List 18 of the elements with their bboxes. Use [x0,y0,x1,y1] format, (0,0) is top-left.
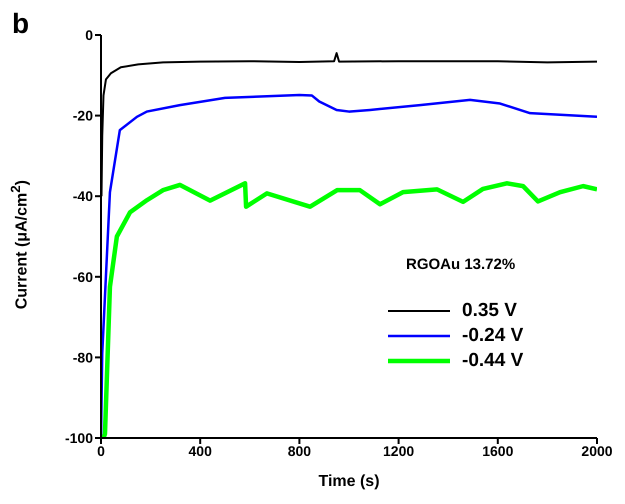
y-tick-label: 0 [85,26,94,43]
x-tick-label: 1200 [383,442,414,459]
x-tick-label: 800 [288,442,312,459]
y-tick-label: -100 [64,430,94,446]
y-tick-label: -60 [72,268,94,285]
annotation: RGOAu 13.72% [406,256,516,273]
x-tick-label: 1600 [482,442,514,459]
y-tick-label: -40 [72,188,94,204]
y-tick-label: -80 [72,349,94,366]
legend-label: -0.24 V [462,324,524,346]
x-tick-label: 2000 [581,442,613,459]
x-axis-title: Time (s) [318,473,380,490]
y-tick-label: -20 [72,108,94,124]
legend-label: -0.44 V [462,350,524,372]
x-tick-label: 400 [188,442,212,459]
legend-label: 0.35 V [462,300,517,322]
text: b [12,8,30,40]
x-tick-label: 0 [97,442,106,459]
